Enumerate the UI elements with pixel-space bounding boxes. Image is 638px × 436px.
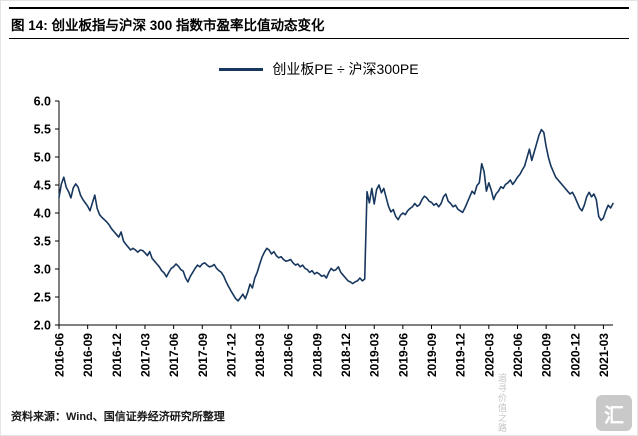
y-axis-tick-label: 3.5 xyxy=(34,235,51,249)
x-axis-tick-label: 2020-06 xyxy=(511,333,525,377)
x-axis-tick-label: 2021-03 xyxy=(597,333,611,377)
watermark-text: 追寻价值之路 xyxy=(497,373,507,433)
y-axis-tick-label: 5.5 xyxy=(34,123,51,137)
y-axis-tick-label: 4.5 xyxy=(34,179,51,193)
x-axis-tick-label: 2017-09 xyxy=(196,333,210,377)
x-axis-tick-label: 2019-03 xyxy=(368,333,382,377)
x-axis-tick-label: 2018-12 xyxy=(339,333,353,377)
legend-label: 创业板PE ÷ 沪深300PE xyxy=(272,61,419,77)
x-axis-tick-label: 2018-03 xyxy=(253,333,267,377)
y-axis-tick-label: 6.0 xyxy=(34,95,51,109)
x-axis-tick-label: 2016-12 xyxy=(110,333,124,377)
x-axis-tick-label: 2018-09 xyxy=(310,333,324,377)
x-axis-tick-label: 2016-09 xyxy=(81,333,95,377)
y-axis-tick-label: 5.0 xyxy=(34,151,51,165)
pe-ratio-series-line xyxy=(58,128,614,302)
x-axis-tick-label: 2020-03 xyxy=(482,333,496,377)
x-axis-tick-label: 2020-12 xyxy=(568,333,582,377)
x-axis-tick-label: 2020-09 xyxy=(540,333,554,377)
x-axis-tick-label: 2016-06 xyxy=(53,333,67,377)
x-axis-tick-label: 2019-09 xyxy=(425,333,439,377)
x-axis-tick-label: 2017-03 xyxy=(138,333,152,377)
x-axis-tick-label: 2017-12 xyxy=(224,333,238,377)
x-axis-tick-label: 2019-06 xyxy=(396,333,410,377)
pe-ratio-line-chart: 2.0 2.5 3.0 3.5 4.0 4.5 5.0 5.5 6.0 2016-06 2016-0… xyxy=(34,95,614,377)
legend-line-swatch xyxy=(219,67,264,71)
figure-title: 图 14: 创业板指与沪深 300 指数市盈率比值动态变化 xyxy=(11,18,325,33)
x-axis-tick-label: 2017-06 xyxy=(167,333,181,377)
y-axis-tick-label: 3.0 xyxy=(34,263,51,277)
y-axis-tick-label: 2.0 xyxy=(34,319,51,333)
chart-legend: 创业板PE ÷ 沪深300PE xyxy=(1,59,637,79)
y-axis-tick-label: 2.5 xyxy=(34,291,51,305)
y-axis-tick-label: 4.0 xyxy=(34,207,51,221)
watermark-logo: 汇 xyxy=(596,395,632,431)
x-axis-tick-label: 2019-12 xyxy=(454,333,468,377)
source-note: 资料来源：Wind、国信证券经济研究所整理 xyxy=(11,411,225,423)
top-rule xyxy=(9,7,629,9)
x-axis-tick-label: 2018-06 xyxy=(282,333,296,377)
title-underline-rule xyxy=(9,38,629,39)
